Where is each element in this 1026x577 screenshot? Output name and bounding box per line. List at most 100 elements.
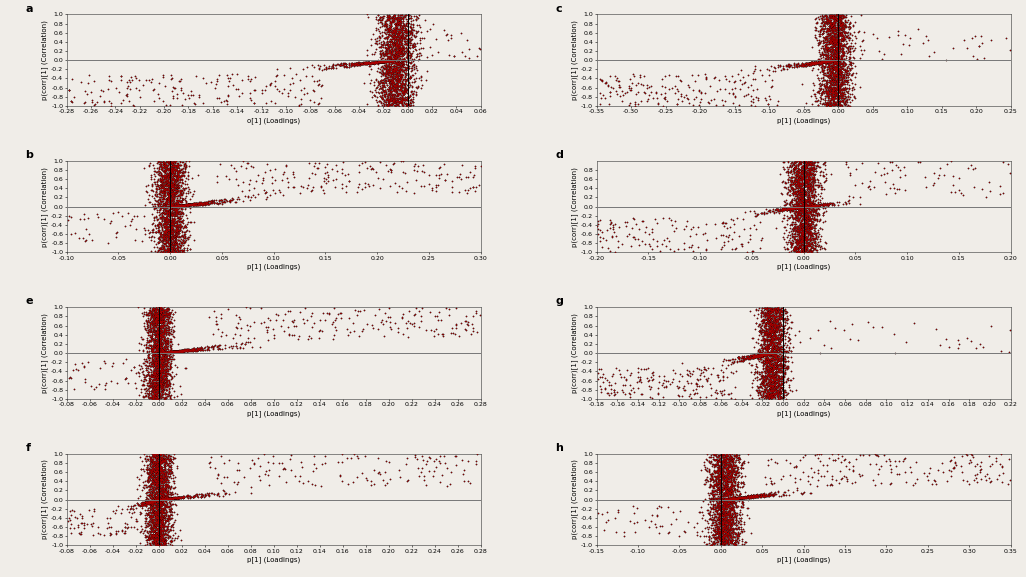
Point (164, 229, 181, 238)
Point (798, 223, 815, 233)
Point (806, 15, 823, 24)
Point (151, 234, 167, 243)
Point (155, 455, 171, 464)
Point (723, 472, 740, 481)
Point (742, 354, 758, 363)
Point (158, 497, 174, 506)
Point (731, 494, 747, 503)
Point (165, 209, 182, 219)
Point (152, 529, 168, 538)
Point (154, 345, 170, 354)
Point (772, 338, 788, 347)
Point (757, 372, 774, 381)
Point (390, 97, 406, 106)
Point (162, 494, 179, 503)
Point (158, 505, 174, 515)
Point (719, 488, 736, 497)
Point (145, 393, 161, 402)
Point (764, 349, 781, 358)
Point (836, 84, 853, 93)
Point (718, 531, 735, 540)
Point (810, 58, 826, 68)
Point (147, 375, 163, 384)
Point (821, 56, 837, 65)
Point (829, 50, 845, 59)
Point (707, 388, 723, 397)
Point (820, 72, 836, 81)
Point (367, 58, 384, 67)
Point (689, 527, 706, 537)
Point (795, 202, 812, 211)
Point (772, 387, 788, 396)
Point (188, 346, 204, 355)
Point (158, 325, 174, 334)
Point (392, 66, 408, 75)
Point (390, 14, 406, 24)
Point (165, 161, 182, 170)
Point (389, 79, 405, 88)
Point (838, 96, 855, 105)
Point (714, 95, 731, 104)
Point (760, 349, 777, 358)
Point (837, 65, 854, 74)
Point (148, 203, 164, 212)
Point (154, 534, 170, 544)
Point (387, 84, 403, 93)
Point (733, 494, 749, 503)
Point (387, 56, 403, 65)
Point (159, 494, 175, 503)
Point (825, 14, 841, 23)
Point (793, 203, 810, 212)
Point (821, 57, 837, 66)
Point (167, 182, 184, 192)
Point (376, 175, 392, 184)
Point (167, 205, 184, 215)
Point (791, 246, 807, 255)
Point (320, 176, 337, 185)
Point (152, 310, 168, 319)
Point (155, 494, 171, 504)
Point (790, 214, 806, 223)
Point (802, 60, 819, 69)
Point (158, 530, 174, 539)
Point (717, 462, 734, 471)
Point (834, 17, 851, 27)
Point (756, 339, 773, 348)
Point (155, 372, 171, 381)
Point (734, 493, 750, 502)
Point (168, 186, 185, 195)
Point (200, 199, 216, 208)
Point (825, 86, 841, 95)
Point (154, 454, 170, 463)
Point (149, 344, 165, 354)
Point (785, 203, 801, 212)
Point (763, 373, 780, 382)
Point (387, 30, 403, 39)
Point (758, 350, 775, 359)
Point (714, 486, 731, 495)
Point (151, 227, 167, 236)
Point (142, 380, 158, 389)
Point (145, 351, 161, 360)
Point (153, 349, 169, 358)
Point (180, 167, 196, 177)
Point (823, 56, 839, 65)
Point (392, 59, 408, 68)
Point (161, 497, 177, 507)
Point (400, 97, 417, 106)
Point (149, 480, 165, 489)
Point (726, 511, 743, 520)
Point (386, 44, 402, 54)
Point (128, 384, 145, 393)
Point (787, 60, 803, 69)
Point (155, 363, 171, 372)
Point (392, 17, 408, 26)
Point (163, 490, 180, 500)
Point (157, 372, 173, 381)
Point (149, 495, 165, 504)
Point (838, 77, 855, 86)
Point (147, 332, 163, 342)
Point (166, 202, 183, 211)
Point (148, 449, 164, 459)
Point (157, 388, 173, 398)
